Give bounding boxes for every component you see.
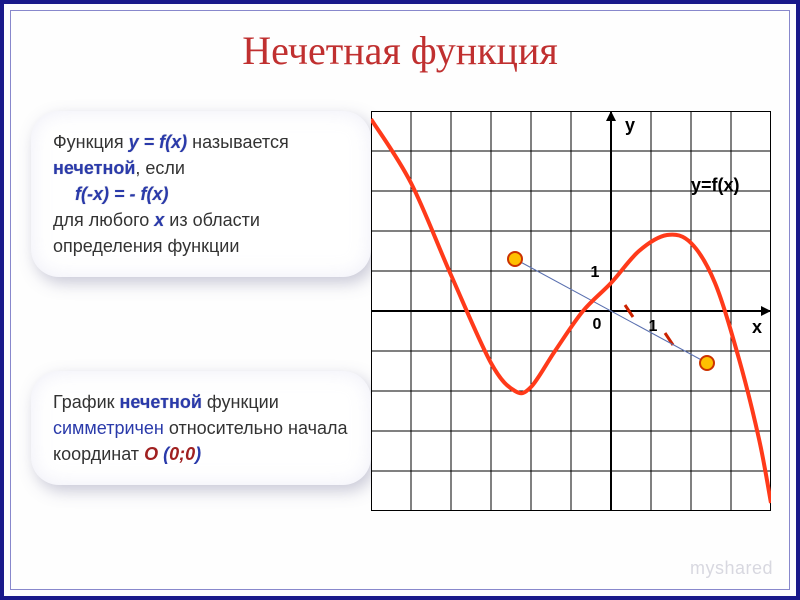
origin-O: O bbox=[144, 444, 163, 464]
text: , если bbox=[135, 158, 185, 178]
text: называется bbox=[192, 132, 289, 152]
text: Функция bbox=[53, 132, 129, 152]
watermark: myshared bbox=[690, 558, 773, 579]
inner-frame: Нечетная функция Функция y = f(x) называ… bbox=[10, 10, 790, 590]
svg-text:1: 1 bbox=[591, 264, 600, 281]
odd-keyword: нечетной bbox=[120, 392, 202, 412]
odd-formula: f(-x) = - f(x) bbox=[53, 181, 349, 207]
symmetric-keyword: симметричен bbox=[53, 418, 164, 438]
slide-frame: Нечетная функция Функция y = f(x) называ… bbox=[0, 0, 800, 600]
graph-container: 0 1 1 x y y=f(x) bbox=[371, 111, 771, 511]
svg-text:y=f(x): y=f(x) bbox=[691, 175, 740, 195]
text: функции bbox=[207, 392, 279, 412]
x-var: x bbox=[154, 210, 164, 230]
text: График bbox=[53, 392, 120, 412]
svg-text:x: x bbox=[752, 317, 762, 337]
fx-expression: y = f(x) bbox=[129, 132, 188, 152]
svg-text:1: 1 bbox=[649, 318, 658, 335]
slide-title: Нечетная функция bbox=[11, 11, 789, 82]
symmetry-bubble: График нечетной функции симметричен отно… bbox=[31, 371, 371, 485]
svg-text:y: y bbox=[625, 115, 635, 135]
origin-coords: 0;0 bbox=[169, 444, 195, 464]
text: для любого bbox=[53, 210, 154, 230]
paren: ) bbox=[195, 444, 201, 464]
graph-svg: 0 1 1 x y y=f(x) bbox=[371, 111, 771, 511]
odd-keyword: нечетной bbox=[53, 158, 135, 178]
svg-text:0: 0 bbox=[593, 316, 602, 333]
definition-bubble: Функция y = f(x) называется нечетной, ес… bbox=[31, 111, 371, 277]
